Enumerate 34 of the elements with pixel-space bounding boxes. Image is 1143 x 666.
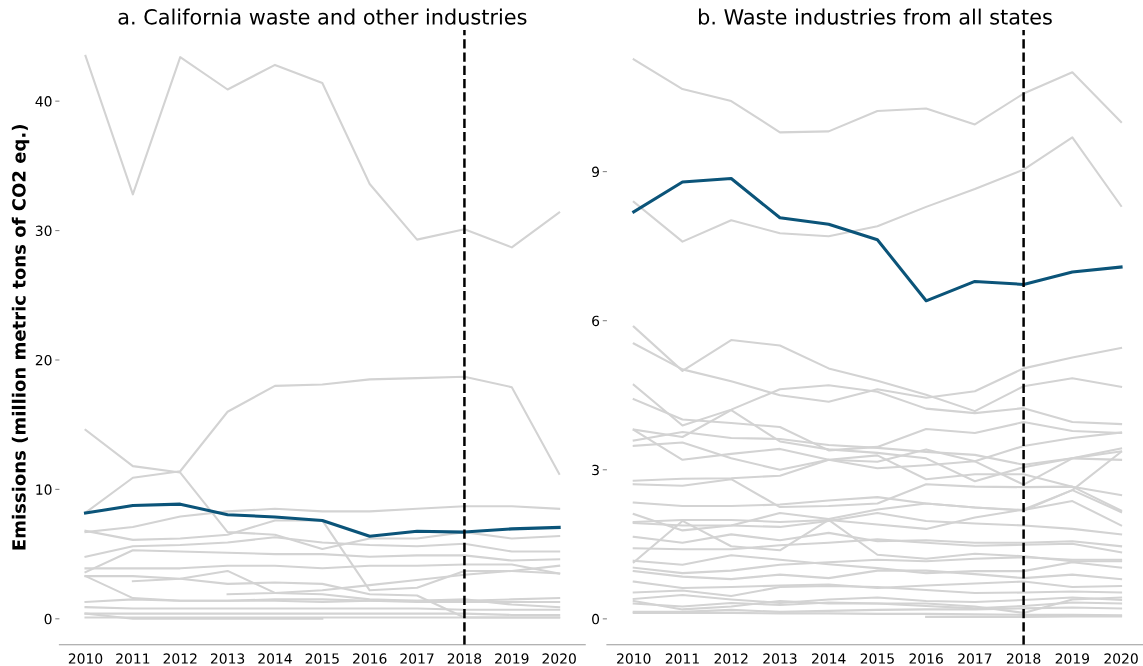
x-tick-label: 2019 xyxy=(495,653,529,664)
y-tick-label: 10 xyxy=(36,484,52,495)
y-tick-label: 6 xyxy=(592,315,600,327)
x-tick-label: 2011 xyxy=(116,653,150,664)
x-tick-label: 2011 xyxy=(665,653,699,664)
y-tick-label: 30 xyxy=(35,225,52,237)
chart-title: a. California waste and other industries xyxy=(118,8,527,25)
x-tick-label: 2014 xyxy=(812,653,846,664)
y-tick-label: 20 xyxy=(35,354,52,366)
y-tick-label: 9 xyxy=(592,166,600,178)
x-tick-label: 2012 xyxy=(163,653,197,664)
x-tick-label: 2018 xyxy=(1006,653,1041,664)
y-tick-label: 0 xyxy=(592,613,600,625)
x-tick-label: 2012 xyxy=(714,653,748,664)
x-tick-label: 2015 xyxy=(305,653,339,664)
x-tick-label: 2020 xyxy=(1104,653,1138,664)
y-tick-label: 0 xyxy=(44,613,52,625)
x-tick-label: 2010 xyxy=(68,653,103,664)
chart-title: b. Waste industries from all states xyxy=(698,8,1052,25)
x-tick-label: 2017 xyxy=(958,653,992,664)
x-tick-label: 2020 xyxy=(542,653,576,664)
x-tick-label: 2016 xyxy=(909,653,943,664)
x-tick-label: 2018 xyxy=(447,653,482,664)
y-tick-label: 3 xyxy=(592,464,599,476)
x-tick-label: 2014 xyxy=(258,653,292,664)
x-tick-label: 2016 xyxy=(353,653,387,664)
y-tick-label: 40 xyxy=(35,96,52,107)
x-tick-label: 2013 xyxy=(210,653,245,664)
x-tick-label: 2017 xyxy=(400,653,434,664)
y-axis-title: Emissions (million metric tons of CO2 eq.) xyxy=(11,125,30,550)
x-tick-label: 2015 xyxy=(860,653,894,664)
x-tick-label: 2019 xyxy=(1055,653,1090,664)
x-tick-label: 2010 xyxy=(617,653,651,664)
x-tick-label: 2013 xyxy=(763,653,797,664)
